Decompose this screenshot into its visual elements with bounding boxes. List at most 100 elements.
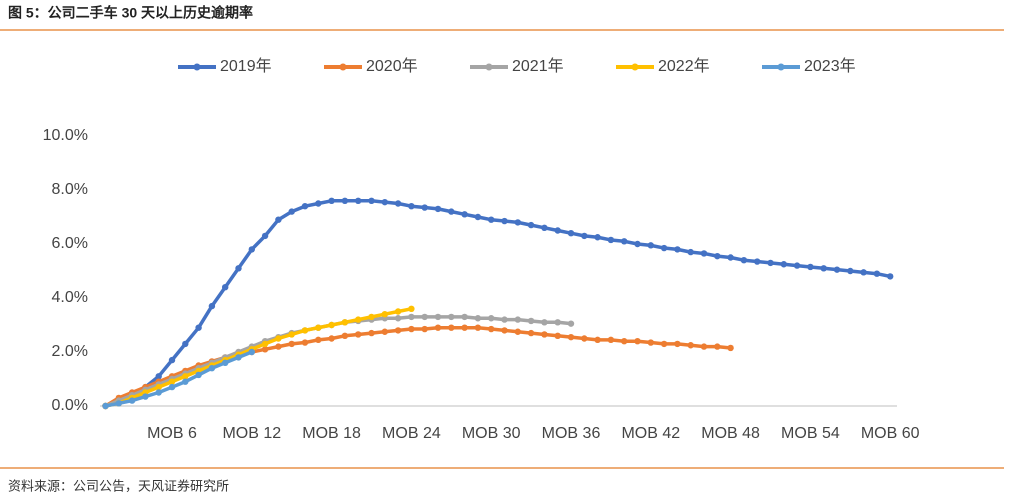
data-point (355, 197, 362, 204)
data-point (501, 327, 508, 334)
data-point (754, 258, 761, 265)
data-point (368, 329, 375, 337)
data-point (567, 230, 575, 237)
data-point (581, 335, 588, 342)
data-point (514, 219, 521, 226)
data-point (474, 324, 482, 331)
legend-label: 2023年 (804, 57, 856, 75)
data-point (288, 208, 295, 215)
data-point (607, 336, 615, 344)
data-point (182, 340, 189, 348)
data-point (634, 240, 641, 248)
data-point (488, 325, 495, 333)
data-point (541, 331, 548, 338)
data-point (301, 339, 309, 346)
data-point (501, 217, 508, 225)
data-point (860, 269, 867, 276)
data-point (700, 250, 708, 257)
x-tick-label: MOB 42 (621, 425, 680, 442)
data-point (341, 332, 349, 339)
data-point (687, 342, 694, 349)
data-point (474, 213, 482, 221)
data-point (581, 232, 588, 240)
legend-marker (777, 63, 785, 71)
series-line (104, 199, 891, 408)
data-point (421, 204, 428, 211)
y-tick-label: 10.0% (43, 127, 88, 144)
data-point (434, 205, 442, 213)
data-point (115, 400, 123, 407)
data-point (155, 373, 162, 380)
data-point (527, 317, 535, 325)
data-point (142, 393, 149, 400)
data-point (261, 232, 269, 240)
data-point (501, 316, 508, 323)
data-point (674, 246, 681, 253)
data-point (328, 197, 335, 204)
data-point (514, 316, 521, 323)
x-tick-label: MOB 54 (781, 425, 840, 442)
data-point (700, 343, 708, 350)
data-point (261, 346, 269, 353)
data-point (195, 324, 202, 331)
data-point (647, 339, 654, 346)
data-point (714, 343, 721, 350)
data-point (301, 203, 309, 210)
data-point (461, 211, 468, 218)
data-point (275, 216, 282, 223)
data-point (714, 252, 721, 260)
data-point (368, 197, 375, 204)
data-point (527, 329, 535, 337)
chart-title: 图 5：公司二手车 30 天以上历史逾期率 (8, 5, 253, 21)
data-point (594, 336, 601, 344)
data-point (381, 328, 388, 335)
data-point (155, 389, 162, 396)
data-point (275, 343, 282, 350)
data-point (394, 200, 402, 207)
data-point (434, 324, 442, 331)
data-point (621, 238, 628, 245)
data-point (448, 324, 455, 331)
data-point (767, 259, 774, 267)
data-point (315, 336, 322, 344)
data-point (235, 265, 242, 272)
data-point (873, 270, 881, 277)
data-point (275, 335, 282, 342)
data-point (222, 284, 229, 291)
data-point (394, 315, 402, 322)
legend-label: 2021年 (512, 57, 564, 75)
data-point (780, 261, 787, 268)
data-point (567, 320, 575, 327)
data-point (514, 328, 521, 335)
data-point (421, 325, 428, 333)
legend-marker (339, 63, 347, 71)
data-point (554, 227, 561, 234)
data-point (328, 321, 335, 329)
data-point (647, 242, 654, 249)
data-point (421, 313, 428, 321)
data-point (288, 331, 295, 338)
data-point (222, 359, 229, 366)
data-point (408, 325, 415, 333)
legend-marker (485, 63, 493, 71)
source-note: 资料来源：公司公告，天风证券研究所 (8, 478, 229, 493)
data-point (315, 324, 322, 331)
data-point (660, 340, 668, 348)
series-line (105, 307, 412, 408)
y-tick-label: 2.0% (52, 343, 88, 360)
data-point (793, 262, 801, 269)
y-tick-label: 0.0% (52, 397, 88, 414)
data-point (168, 383, 176, 391)
x-tick-label: MOB 48 (701, 425, 760, 442)
data-point (567, 333, 575, 341)
data-point (541, 319, 548, 326)
data-point (448, 313, 455, 321)
data-point (261, 340, 269, 348)
x-tick-label: MOB 6 (147, 425, 197, 442)
data-point (687, 248, 694, 256)
data-point (408, 313, 415, 321)
data-point (208, 302, 216, 310)
data-point (527, 221, 535, 229)
data-point (660, 244, 668, 252)
